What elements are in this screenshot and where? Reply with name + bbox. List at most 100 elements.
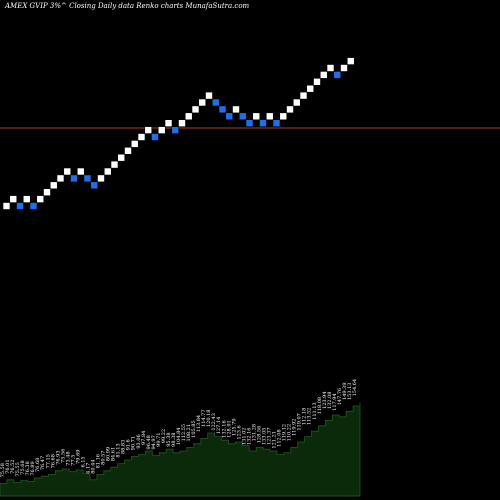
volume-label: 77.15	[45, 454, 51, 468]
volume-label: 112.18	[302, 408, 308, 426]
volume-label: 4.17	[86, 463, 92, 474]
renko-brick-up	[205, 91, 213, 100]
volume-label: 132.16	[221, 420, 227, 438]
renko-brick-up	[97, 174, 105, 183]
volume-label: 128.91	[226, 420, 232, 438]
renko-brick-down	[259, 119, 267, 127]
renko-brick-up	[326, 64, 335, 72]
volume-label: 123.6	[236, 425, 242, 439]
volume-label: 76.47	[40, 456, 46, 470]
renko-brick-up	[36, 195, 45, 203]
renko-brick-up	[164, 119, 173, 127]
renko-brick-up	[319, 71, 328, 79]
volume-label: 91.6	[126, 439, 132, 450]
volume-label: 131.28	[251, 424, 257, 442]
volume-label: 75.58	[0, 463, 6, 477]
volume-label: 77.5	[70, 455, 76, 466]
volume-label: 149.39	[342, 382, 348, 400]
renko-brick-up	[117, 153, 126, 162]
renko-brick-down	[333, 71, 342, 79]
volume-label: 76.93	[55, 450, 61, 464]
volume-label: 76.01	[5, 459, 11, 473]
volume-label: 119.12	[282, 424, 288, 442]
volume-label: 80.57	[101, 451, 107, 465]
renko-brick-down	[83, 174, 92, 183]
volume-label: 153.13	[347, 383, 353, 401]
volume-label: 88.83	[121, 440, 127, 454]
volume-label: 112.08	[277, 429, 283, 447]
renko-brick-up	[130, 140, 139, 148]
volume-label: 99.71	[156, 432, 162, 446]
volume-label: 120.18	[206, 410, 212, 428]
renko-brick-down	[218, 105, 227, 114]
volume-label: 76.52	[10, 460, 16, 474]
renko-brick-up	[299, 91, 308, 100]
volume-label: 113.52	[307, 408, 313, 426]
renko-brick-down	[151, 133, 159, 141]
volume-label: 96.48	[146, 435, 152, 449]
volume-label: 108.21	[186, 424, 192, 442]
renko-brick-up	[292, 98, 301, 107]
volume-label: 93.06	[136, 434, 142, 448]
chart-title: AMEX GVIP 3%^ Closing Daily data Renko c…	[5, 2, 250, 10]
renko-brick-down	[272, 119, 281, 127]
renko-brick-down	[225, 112, 234, 121]
volume-label: 79.69	[75, 450, 81, 464]
volume-label: 75.56	[60, 449, 66, 463]
renko-brick-down	[70, 174, 78, 183]
volume-label: 98.38	[171, 433, 177, 447]
renko-brick-up	[110, 160, 119, 169]
volume-label: 112.55	[181, 424, 187, 442]
volume-label: 90.71	[131, 436, 137, 450]
volume-label: 95.38	[166, 432, 172, 446]
volume-label: 76.38	[25, 461, 31, 475]
renko-brick-up	[306, 84, 315, 93]
renko-brick-up	[43, 188, 51, 196]
renko-brick-up	[49, 181, 58, 190]
renko-brick-down	[211, 98, 220, 107]
renko-brick-down	[238, 112, 247, 121]
renko-brick-up	[178, 119, 186, 127]
renko-brick-up	[137, 133, 146, 141]
renko-brick-down	[29, 202, 38, 210]
volume-label: 114.77	[201, 409, 207, 427]
volume-label: 80.99	[106, 447, 112, 461]
renko-brick-down	[90, 181, 99, 190]
volume-label: 75.68	[20, 460, 26, 474]
volume-label: 133.05	[262, 428, 268, 446]
volume-label: 119.07	[297, 413, 303, 431]
volume-label: 76.68	[50, 454, 56, 468]
renko-brick-down	[171, 126, 180, 134]
renko-brick-up	[279, 112, 288, 121]
volume-label: 125.79	[231, 418, 237, 436]
renko-brick-up	[157, 126, 166, 134]
volume-label: 94.97	[151, 435, 157, 449]
volume-label: 81.16	[96, 454, 102, 468]
renko-brick-up	[286, 105, 294, 114]
renko-brick-up	[2, 202, 11, 210]
volume-label: 123.37	[267, 427, 273, 445]
renko-brick-up	[198, 98, 207, 107]
volume-label: 147.76	[337, 388, 343, 406]
volume-label: 75.55	[15, 462, 21, 476]
volume-area	[0, 402, 361, 497]
renko-brick-up	[265, 112, 274, 121]
volume-label: 76.89	[30, 461, 36, 475]
renko-brick-up	[56, 174, 65, 183]
volume-label: 127.14	[216, 417, 222, 435]
volume-label: 121.21	[272, 431, 278, 449]
renko-brick-up	[144, 126, 153, 134]
renko-brick-up	[124, 147, 132, 155]
volume-label: 111.13	[312, 402, 318, 420]
renko-brick-up	[252, 112, 261, 121]
volume-label: 80.44	[91, 459, 97, 473]
volume-label: 128.56	[257, 426, 263, 444]
volume-label: 132.08	[327, 392, 333, 410]
volume-label: 84.61	[111, 447, 117, 461]
volume-label: 97.84	[141, 431, 147, 445]
renko-brick-up	[63, 167, 72, 176]
renko-brick-up	[340, 64, 348, 72]
renko-brick-down	[16, 202, 24, 210]
